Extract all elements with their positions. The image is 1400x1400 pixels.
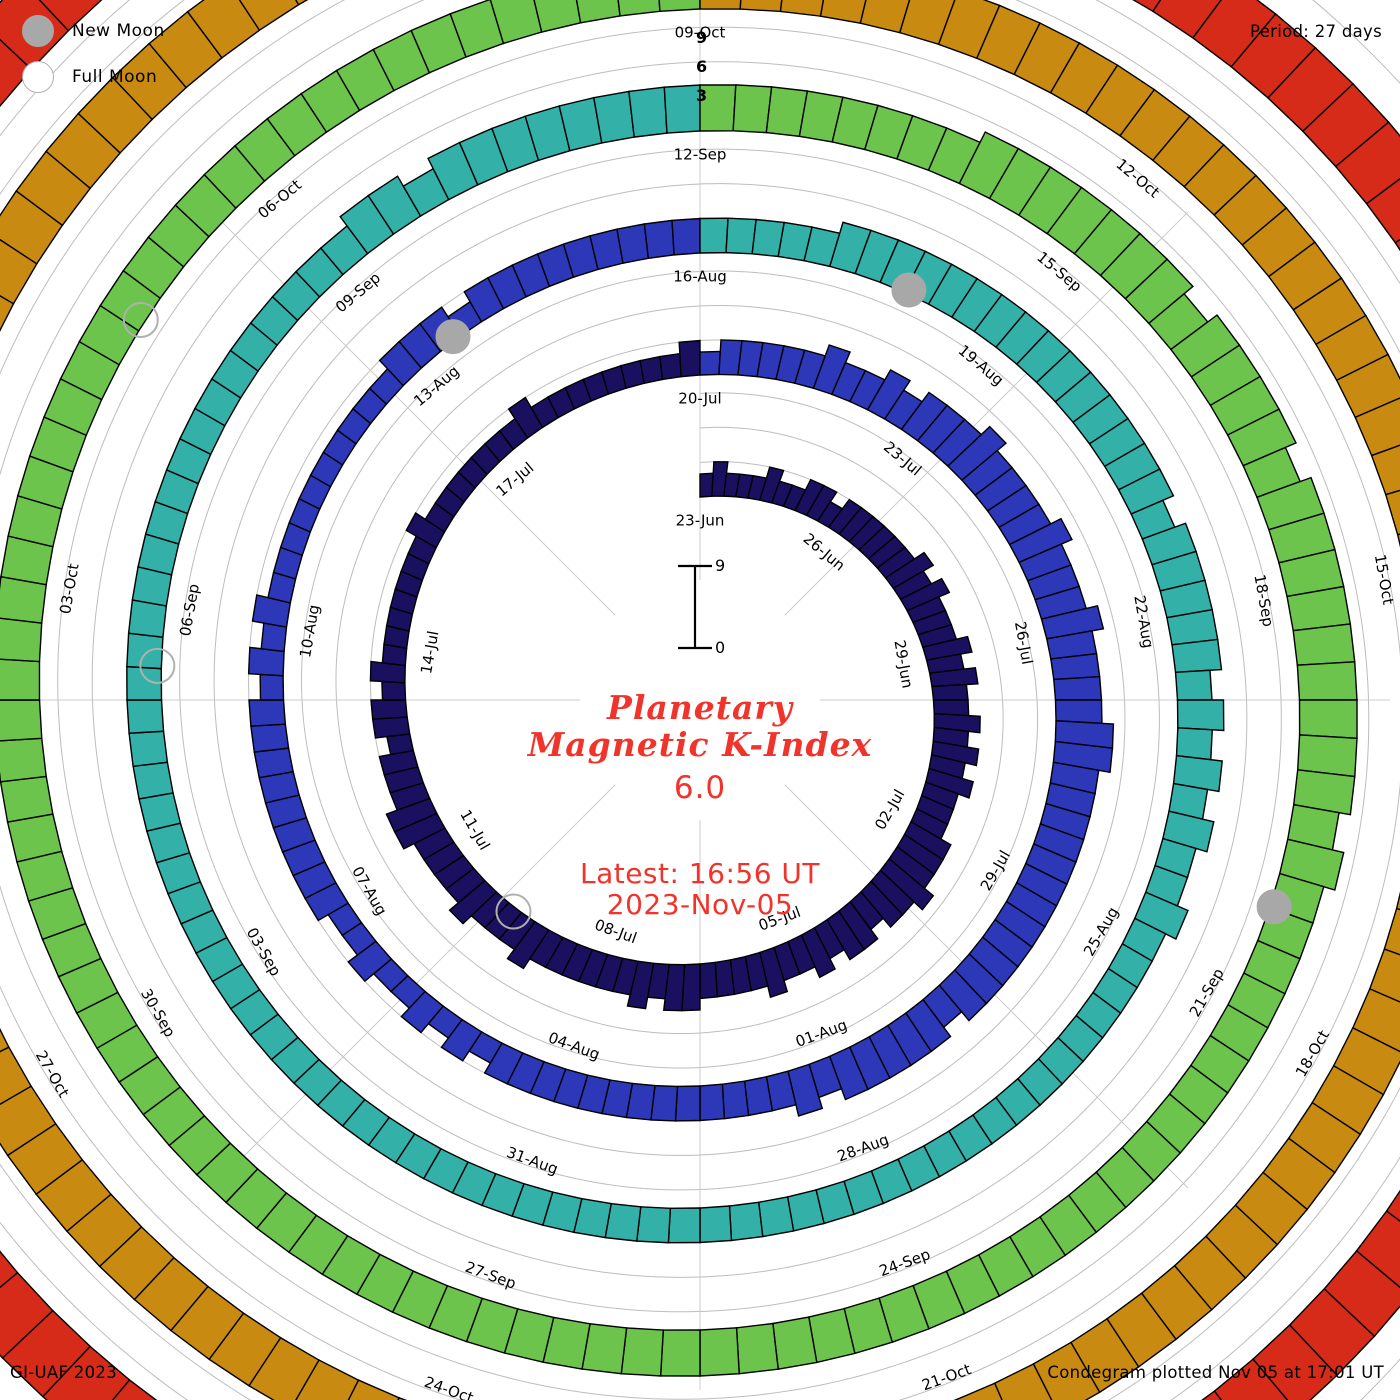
new-moon-marker [1256, 889, 1292, 925]
legend-item-full-moon: Full Moon [22, 54, 362, 100]
date-tick-label: 06-Sep [176, 582, 203, 637]
date-tick-label: 31-Aug [504, 1143, 560, 1178]
date-tick-label: 14-Jul [417, 629, 442, 675]
date-tick-label: 27-Oct [32, 1047, 73, 1100]
legend-label-full-moon: Full Moon [72, 67, 158, 87]
scale-key-label-bottom: 0 [715, 638, 726, 657]
date-tick-label: 23-Jul [880, 438, 925, 480]
date-tick-label: 22-Aug [1130, 594, 1157, 650]
date-tick-label: 29-Jun [890, 639, 916, 690]
new-moon-marker [891, 272, 927, 308]
date-tick-label: 18-Sep [1250, 573, 1277, 628]
date-tick-label: 24-Oct [422, 1373, 476, 1400]
date-tick-label: 16-Aug [673, 268, 726, 286]
full-moon-marker [139, 647, 176, 684]
date-tick-label: 12-Sep [674, 146, 727, 164]
date-tick-label: 18-Oct [1292, 1027, 1333, 1080]
date-tick-label: 27-Sep [463, 1258, 519, 1293]
date-tick-label: 09-Oct [675, 24, 726, 42]
amplitude-scale-key: 9 0 [660, 556, 770, 667]
date-tick-label: 20-Jul [678, 390, 721, 408]
new-moon-icon [22, 15, 54, 47]
radial-scale-labels: 9 6 3 [696, 30, 756, 117]
center-readout: Planetary Magnetic K-Index 6.0 Latest: 1… [350, 688, 1050, 921]
page-title-line1: Planetary [607, 688, 793, 727]
full-moon-marker [122, 301, 159, 338]
current-kp-value: 6.0 [673, 769, 727, 806]
kp-rotation-arm [247, 217, 1115, 1122]
moon-markers [122, 272, 1292, 930]
date-tick-label: 26-Jul [1011, 620, 1036, 666]
radial-scale-label-9: 9 [696, 28, 708, 47]
date-tick-label: 15-Oct [1371, 553, 1398, 606]
plotted-note: Condegram plotted Nov 05 at 17:01 UT [1047, 1363, 1384, 1382]
scale-key-glyph [678, 564, 712, 650]
date-tick-label: 30-Sep [137, 986, 179, 1041]
date-tick-label: 24-Sep [877, 1245, 933, 1280]
date-tick-label: 01-Aug [793, 1016, 849, 1051]
period-note: Period: 27 days [1250, 22, 1382, 41]
kp-rotation-arm [126, 84, 1225, 1244]
kp-rotation-arm [0, 0, 1358, 1377]
legend-label-new-moon: New Moon [72, 21, 165, 41]
date-tick-label: 10-Aug [296, 603, 323, 659]
latest-time: Latest: 16:56 UT [579, 856, 821, 890]
credit-note: GI-UAF 2023 [10, 1363, 117, 1382]
latest-date: 2023-Nov-05 [606, 888, 794, 922]
date-tick-label: 17-Jul [492, 459, 537, 501]
latest-timestamp: Latest: 16:56 UT 2023-Nov-05 [350, 858, 1050, 921]
date-tick-label: 03-Sep [243, 925, 285, 980]
date-tick-label: 28-Aug [835, 1130, 891, 1165]
radial-scale-label-6: 6 [696, 57, 708, 76]
date-tick-label: 04-Aug [546, 1028, 602, 1063]
date-tick-label: 21-Sep [1186, 965, 1228, 1020]
full-moon-marker [495, 893, 532, 930]
legend-item-new-moon: New Moon [22, 8, 362, 54]
date-tick-label: 21-Oct [920, 1360, 974, 1394]
date-tick-label: 25-Aug [1080, 904, 1122, 959]
page-title: Planetary Magnetic K-Index [350, 688, 1050, 764]
new-moon-marker [435, 319, 471, 355]
kp-rotation-arm [369, 339, 981, 1012]
full-moon-icon [22, 61, 54, 93]
date-tick-label: 23-Jun [676, 512, 725, 530]
date-tick-label: 03-Oct [56, 562, 83, 615]
radial-scale-label-3: 3 [696, 86, 708, 105]
page-title-line2: Magnetic K-Index [527, 724, 873, 764]
scale-key-label-top: 9 [715, 556, 726, 575]
moon-legend: New Moon Full Moon [22, 8, 362, 100]
